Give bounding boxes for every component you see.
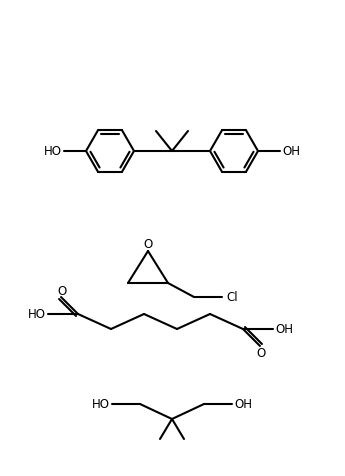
Text: OH: OH <box>275 323 293 336</box>
Text: Cl: Cl <box>226 291 238 304</box>
Text: OH: OH <box>234 397 252 411</box>
Text: HO: HO <box>92 397 110 411</box>
Text: O: O <box>57 284 67 297</box>
Text: O: O <box>144 238 152 251</box>
Text: HO: HO <box>28 308 46 321</box>
Text: O: O <box>256 347 266 360</box>
Text: HO: HO <box>44 145 62 158</box>
Text: OH: OH <box>282 145 300 158</box>
